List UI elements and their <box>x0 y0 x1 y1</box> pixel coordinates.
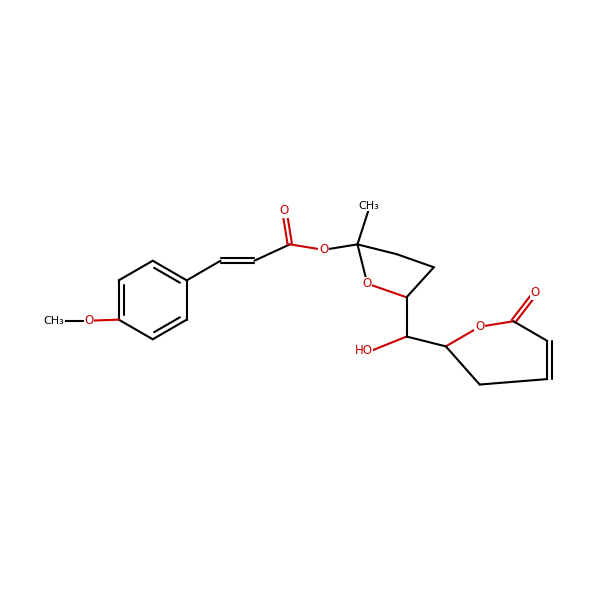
Text: O: O <box>319 244 328 256</box>
Text: O: O <box>280 204 289 217</box>
Text: HO: HO <box>355 344 373 356</box>
Text: O: O <box>362 277 372 290</box>
Text: O: O <box>530 286 540 299</box>
Text: CH₃: CH₃ <box>358 200 379 211</box>
Text: O: O <box>84 314 94 327</box>
Text: CH₃: CH₃ <box>43 316 64 326</box>
Text: O: O <box>475 320 484 333</box>
